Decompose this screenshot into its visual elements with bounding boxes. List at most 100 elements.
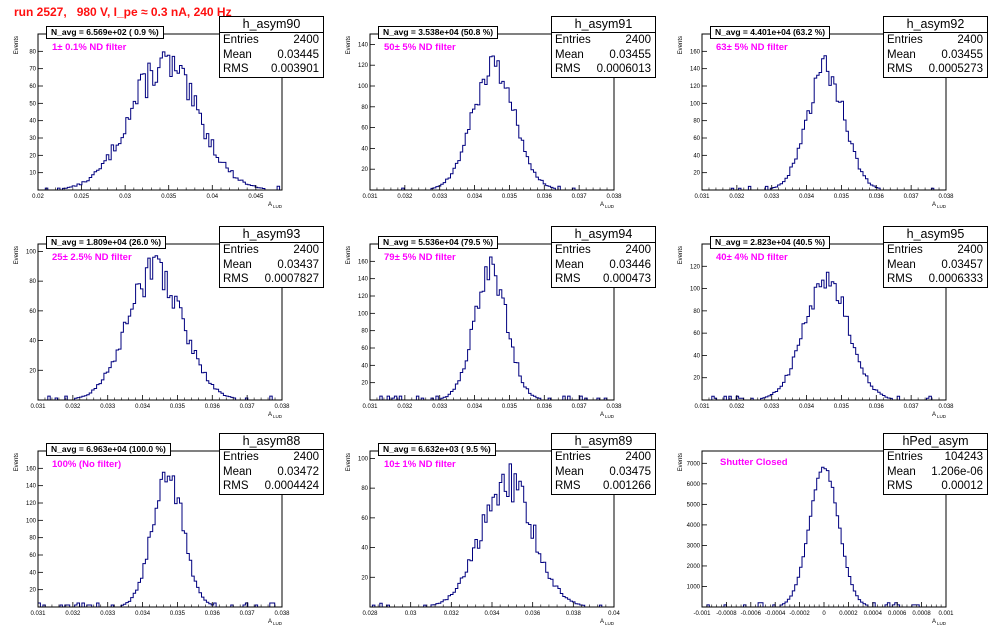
histogram-pad-h_asym92: 0.031 0.032 0.033 0.034 0.035 0.036 0.037 0.038… bbox=[664, 8, 996, 214]
x-tick-label: 0.035 bbox=[834, 404, 850, 410]
y-tick-label: 20 bbox=[361, 167, 368, 173]
x-axis-label: A bbox=[600, 202, 604, 208]
stat-value-mean: 0.03446 bbox=[609, 258, 651, 271]
x-tick-label: 0.03 bbox=[119, 194, 131, 200]
x-tick-label: 0.025 bbox=[74, 194, 90, 200]
x-tick-label: 0.032 bbox=[444, 611, 460, 617]
stat-label-mean: Mean bbox=[555, 48, 584, 61]
stat-value-entries: 2400 bbox=[293, 244, 319, 256]
stat-label-rms: RMS bbox=[223, 480, 249, 492]
x-tick-label: 0.032 bbox=[397, 404, 413, 410]
y-tick-label: 140 bbox=[690, 67, 701, 73]
x-tick-label: 0.034 bbox=[484, 611, 500, 617]
histogram-name: h_asym95 bbox=[884, 227, 987, 243]
y-tick-label: 100 bbox=[358, 311, 369, 317]
x-tick-label: 0.0006 bbox=[888, 611, 907, 617]
y-tick-label: 80 bbox=[361, 486, 368, 492]
histogram-line bbox=[370, 463, 614, 608]
histogram-name: h_asym88 bbox=[220, 434, 323, 450]
y-tick-label: 40 bbox=[29, 570, 36, 576]
y-tick-label: 5000 bbox=[687, 502, 701, 508]
stat-row-mean: Mean 0.03455 bbox=[552, 48, 655, 63]
stat-row-mean: Mean 0.03475 bbox=[552, 465, 655, 480]
x-tick-label: 0.038 bbox=[274, 611, 290, 617]
y-tick-label: 80 bbox=[693, 119, 700, 125]
y-tick-label: 80 bbox=[361, 105, 368, 111]
stat-value-entries: 2400 bbox=[957, 34, 983, 46]
stats-box: h_asym94 Entries 2400 Mean 0.03446 RMS 0.00047… bbox=[551, 226, 656, 288]
x-tick-label: 0.033 bbox=[764, 194, 780, 200]
stat-row-entries: Entries 2400 bbox=[552, 33, 655, 48]
x-tick-label: 0.035 bbox=[502, 404, 518, 410]
y-tick-label: 20 bbox=[29, 588, 36, 594]
x-tick-label: 0.035 bbox=[170, 611, 186, 617]
x-tick-label: 0.034 bbox=[135, 611, 151, 617]
stat-row-mean: Mean 1.206e-06 bbox=[884, 465, 987, 480]
histogram-line bbox=[38, 51, 282, 191]
stat-label-entries: Entries bbox=[887, 244, 923, 256]
stat-value-entries: 2400 bbox=[293, 451, 319, 463]
histogram-pad-h_asym95: 0.031 0.032 0.033 0.034 0.035 0.036 0.037 0.038… bbox=[664, 218, 996, 424]
stat-value-mean: 0.03437 bbox=[277, 258, 319, 271]
x-tick-label: 0.037 bbox=[904, 194, 920, 200]
y-tick-label: 40 bbox=[693, 153, 700, 159]
y-tick-label: 7000 bbox=[687, 461, 701, 467]
stat-value-mean: 0.03472 bbox=[277, 465, 319, 478]
y-tick-label: 40 bbox=[361, 146, 368, 152]
stat-row-entries: Entries 104243 bbox=[884, 450, 987, 465]
stat-value-rms: 0.0006013 bbox=[596, 63, 651, 75]
stat-label-entries: Entries bbox=[223, 451, 259, 463]
x-tick-label: 0.031 bbox=[30, 611, 46, 617]
y-tick-label: 80 bbox=[693, 309, 700, 315]
x-tick-label: 0.035 bbox=[834, 194, 850, 200]
stat-value-entries: 2400 bbox=[625, 34, 651, 46]
n-avg-box: N_avg = 1.809e+04 (26.0 %) bbox=[46, 236, 167, 249]
stat-row-rms: RMS 0.0005273 bbox=[884, 62, 987, 77]
y-axis-label: Events bbox=[14, 453, 20, 471]
x-axis-label: A bbox=[268, 412, 272, 418]
x-tick-label: 0.038 bbox=[566, 611, 582, 617]
histogram-pad-h_asym94: 0.031 0.032 0.033 0.034 0.035 0.036 0.037 0.038… bbox=[332, 218, 664, 424]
x-axis-label-subscript: LUD bbox=[937, 204, 947, 209]
x-tick-label: 0.035 bbox=[170, 404, 186, 410]
x-tick-label: 0.04 bbox=[608, 611, 620, 617]
x-tick-label: 0.031 bbox=[694, 404, 710, 410]
stat-value-rms: 0.00012 bbox=[941, 480, 983, 492]
stat-row-mean: Mean 0.03437 bbox=[220, 258, 323, 273]
stat-row-rms: RMS 0.0004424 bbox=[220, 479, 323, 494]
x-tick-label: 0.031 bbox=[362, 404, 378, 410]
x-axis-label-subscript: LUD bbox=[273, 204, 283, 209]
y-tick-label: 40 bbox=[29, 119, 36, 125]
stat-row-mean: Mean 0.03455 bbox=[884, 48, 987, 63]
y-tick-label: 60 bbox=[693, 331, 700, 337]
stat-label-entries: Entries bbox=[555, 244, 591, 256]
x-tick-label: 0.036 bbox=[205, 611, 221, 617]
x-axis-label: A bbox=[268, 202, 272, 208]
y-axis-label: Events bbox=[678, 453, 684, 471]
histogram-name: h_asym94 bbox=[552, 227, 655, 243]
y-axis-label: Events bbox=[14, 36, 20, 54]
y-tick-label: 120 bbox=[26, 501, 37, 507]
stat-label-rms: RMS bbox=[887, 63, 913, 75]
histogram-name: hPed_asym bbox=[884, 434, 987, 450]
histogram-name: h_asym91 bbox=[552, 17, 655, 33]
y-tick-label: 140 bbox=[358, 277, 369, 283]
y-tick-label: 160 bbox=[358, 259, 369, 265]
x-tick-label: -0.0006 bbox=[741, 611, 762, 617]
stat-value-entries: 2400 bbox=[293, 34, 319, 46]
stat-label-entries: Entries bbox=[223, 34, 259, 46]
x-tick-label: 0.032 bbox=[729, 404, 745, 410]
x-tick-label: 0 bbox=[822, 611, 826, 617]
x-tick-label: 0.037 bbox=[572, 404, 588, 410]
x-axis-label-subscript: LUD bbox=[605, 414, 615, 419]
x-tick-label: 0.038 bbox=[938, 404, 954, 410]
y-tick-label: 70 bbox=[29, 67, 36, 73]
stat-label-mean: Mean bbox=[223, 465, 252, 478]
stat-value-entries: 2400 bbox=[625, 451, 651, 463]
histogram-pad-hped_asym: -0.001 -0.0008 -0.0006 -0.0004 -0.0002 0 0.000… bbox=[664, 425, 996, 631]
x-tick-label: 0.035 bbox=[502, 194, 518, 200]
stat-row-mean: Mean 0.03457 bbox=[884, 258, 987, 273]
stat-value-mean: 0.03455 bbox=[609, 48, 651, 61]
filter-label: Shutter Closed bbox=[720, 457, 788, 468]
y-tick-label: 100 bbox=[26, 518, 37, 524]
